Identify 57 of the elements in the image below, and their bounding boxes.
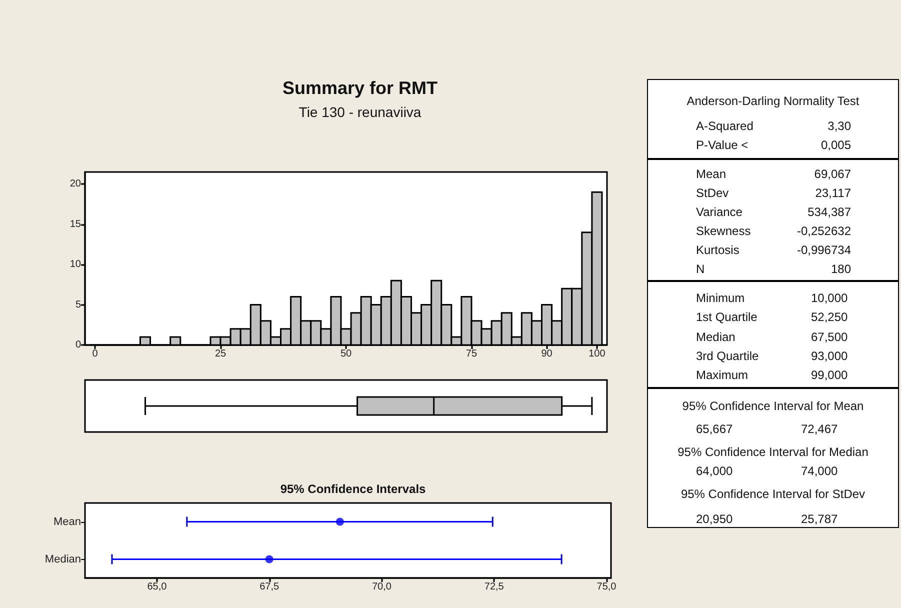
text: 0,005	[820, 138, 851, 152]
text: Minimum	[696, 291, 745, 305]
y-tick-label: 0	[75, 340, 82, 350]
x-tick-label: 70,0	[372, 582, 392, 592]
text: Maximum	[696, 368, 748, 382]
text: 93,000	[811, 349, 848, 363]
text: 20,950	[696, 512, 733, 526]
text: 25,787	[801, 512, 838, 526]
text: P-Value <	[696, 138, 748, 152]
y-tick-label: Mean	[53, 516, 81, 528]
text: -0,252632	[796, 224, 851, 238]
text: Skewness	[696, 224, 751, 238]
x-tick-label: 65,0	[147, 582, 168, 592]
text: A-Squared	[696, 119, 754, 133]
x-tick-label: 67,5	[260, 582, 280, 592]
text: 23,117	[815, 186, 851, 200]
x-tick-label: 72,5	[484, 582, 504, 592]
text: Median	[696, 330, 736, 344]
text: 95% Confidence Interval for Mean	[681, 399, 865, 413]
text: 3,30	[828, 119, 851, 133]
y-tick-label: Median	[44, 553, 81, 566]
x-tick-label: 75,0	[596, 582, 617, 592]
y-tick-label: 5	[75, 299, 82, 310]
x-tick-label: 90	[541, 348, 553, 360]
text: 10,000	[811, 291, 848, 305]
text: StDev	[696, 186, 729, 200]
text: 95% Confidence Interval for StDev	[680, 487, 866, 501]
text: 64,000	[696, 464, 733, 478]
text: Kurtosis	[696, 243, 740, 257]
text: 67,500	[811, 330, 848, 344]
chart-title: 95% Confidence Intervals	[280, 482, 426, 496]
text: 1st Quartile	[696, 310, 758, 324]
text: 72,467	[801, 422, 838, 436]
text: N	[696, 262, 705, 276]
text: -0,996734	[796, 243, 851, 257]
y-tick-label: 20	[70, 178, 82, 190]
text: 65,667	[696, 422, 733, 436]
x-tick-label: 0	[92, 348, 98, 360]
y-tick-label: 15	[70, 218, 82, 230]
text: Variance	[696, 205, 742, 219]
x-tick-label: 100	[588, 348, 606, 360]
x-tick-label: 75	[466, 348, 478, 360]
x-tick-label: 50	[340, 348, 352, 360]
text: 69,067	[814, 167, 851, 181]
text: 99,000	[811, 368, 848, 382]
x-tick-label: 25	[214, 348, 227, 360]
text: Anderson-Darling Normality Test	[686, 94, 860, 108]
text: 95% Confidence Interval for Median	[676, 445, 870, 459]
text: 3rd Quartile	[696, 349, 759, 363]
text: Mean	[696, 167, 726, 181]
chart-subtitle: Tie 130 - reunaviiva	[298, 104, 422, 120]
chart-title: Summary for RMT	[282, 78, 438, 98]
text: 52,250	[811, 310, 848, 324]
text: 180	[830, 262, 851, 276]
text: 74,000	[801, 464, 838, 478]
y-tick-label: 10	[70, 259, 82, 270]
text: 534,387	[808, 205, 851, 219]
